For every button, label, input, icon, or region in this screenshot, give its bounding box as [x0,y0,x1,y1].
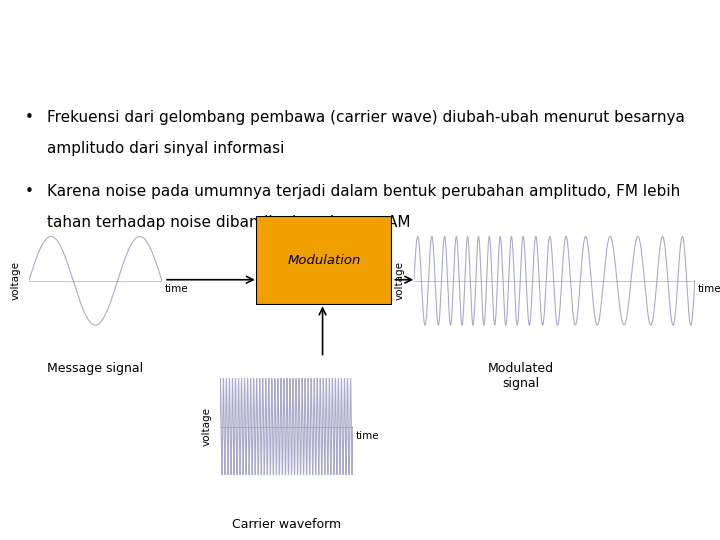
Text: time: time [356,431,379,441]
Text: •: • [25,184,34,199]
Text: Karena noise pada umumnya terjadi dalam bentuk perubahan amplitudo, FM lebih: Karena noise pada umumnya terjadi dalam … [47,184,680,199]
Text: •: • [25,110,34,125]
Text: time: time [698,285,720,294]
Text: Modulation: Modulation [287,254,361,267]
Text: tahan terhadap noise dibandingkan dengan AM: tahan terhadap noise dibandingkan dengan… [47,215,410,230]
Text: time: time [165,285,189,294]
Text: Modulated
signal: Modulated signal [487,362,554,389]
Text: Frekuensi dari gelombang pembawa (carrier wave) diubah-ubah menurut besarnya: Frekuensi dari gelombang pembawa (carrie… [47,110,685,125]
Text: voltage: voltage [11,261,20,300]
Text: Carrier waveform: Carrier waveform [232,518,341,531]
Text: voltage: voltage [395,261,405,300]
Text: voltage: voltage [202,407,211,446]
Text: Message signal: Message signal [48,362,143,375]
FancyBboxPatch shape [256,216,392,305]
Text: amplitudo dari sinyal informasi: amplitudo dari sinyal informasi [47,141,284,156]
